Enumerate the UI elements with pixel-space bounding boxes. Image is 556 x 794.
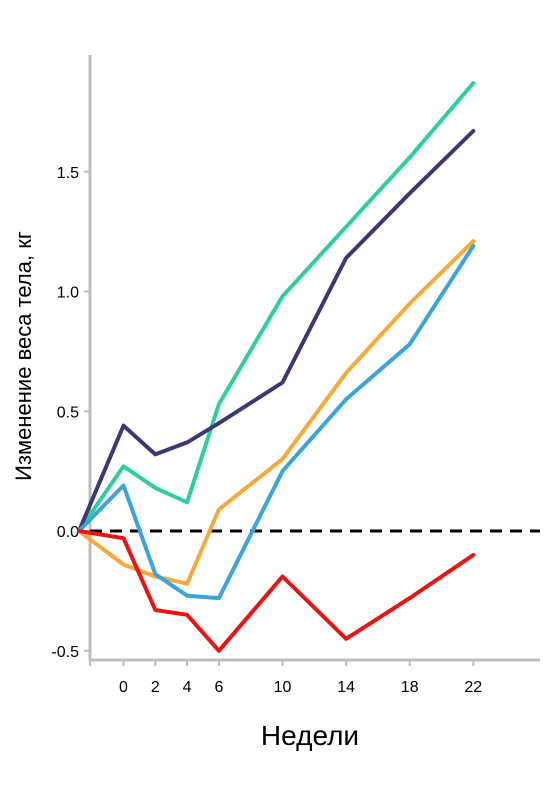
series-line-3 bbox=[77, 239, 476, 586]
x-tick-label: 22 bbox=[464, 679, 482, 696]
y-tick-label: 1.0 bbox=[57, 285, 79, 302]
y-tick-label: -0.5 bbox=[51, 644, 79, 661]
series-line-4 bbox=[77, 244, 476, 601]
x-axis-title: Недели bbox=[261, 720, 359, 751]
x-tick-label: 2 bbox=[151, 679, 160, 696]
series-line-2 bbox=[77, 129, 476, 533]
y-tick-label: 0.5 bbox=[57, 404, 79, 421]
x-tick-label: 0 bbox=[119, 679, 128, 696]
series-line-1 bbox=[77, 81, 476, 533]
x-tick-label: 4 bbox=[183, 679, 192, 696]
series-layer bbox=[77, 81, 476, 653]
series-line-5 bbox=[77, 529, 476, 653]
y-axis-ticks: -0.5 0.0 0.5 1.0 1.5 bbox=[51, 165, 90, 661]
x-tick-label: 10 bbox=[274, 679, 292, 696]
x-tick-label: 18 bbox=[401, 679, 419, 696]
y-axis-title: Изменение веса тела, кг bbox=[11, 231, 36, 481]
y-tick-label: 1.5 bbox=[57, 165, 79, 182]
axes bbox=[88, 55, 540, 662]
y-tick-label: 0.0 bbox=[57, 524, 79, 541]
x-tick-label: 14 bbox=[337, 679, 355, 696]
x-axis-ticks: 0 2 4 6 10 14 18 22 bbox=[89, 660, 482, 696]
x-tick-label: 6 bbox=[214, 679, 223, 696]
